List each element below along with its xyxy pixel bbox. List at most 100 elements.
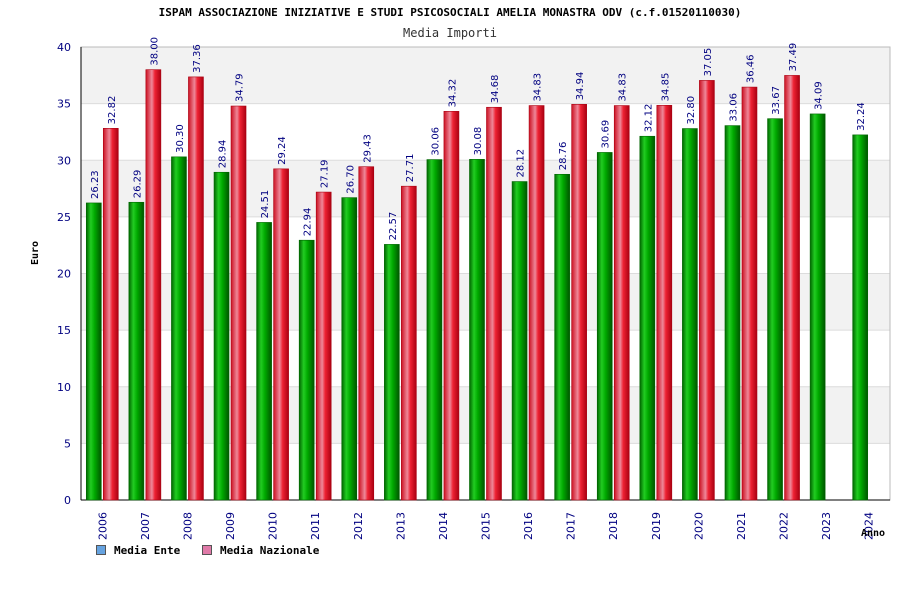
bar-media-ente [341,197,358,501]
data-label-media-nazionale: 34.79 [235,73,246,102]
data-label-media-nazionale: 27.19 [320,159,331,188]
bar-media-nazionale [358,166,375,501]
data-label-media-nazionale: 32.82 [107,96,118,125]
data-label-media-ente: 30.30 [175,124,186,153]
bar-media-ente [85,202,102,501]
y-axis-label: Euro [30,240,41,265]
data-label-media-nazionale: 34.94 [575,72,586,101]
bar-media-ente [724,125,741,501]
legend-swatch-media-nazionale [202,545,212,555]
x-tick-label: 2022 [778,512,791,540]
y-tick-label: 25 [57,211,71,224]
y-tick-label: 35 [57,98,71,111]
bar-media-ente [171,156,187,501]
data-label-media-nazionale: 34.85 [660,73,671,102]
x-tick-label: 2007 [139,512,152,540]
data-label-media-ente: 22.57 [388,212,399,241]
data-label-media-ente: 24.51 [260,190,271,219]
data-label-media-ente: 28.76 [558,142,569,171]
bar-media-nazionale [102,128,119,501]
x-tick-label: 2017 [565,512,578,540]
x-tick-label: 2018 [607,512,620,540]
data-label-media-nazionale: 34.32 [447,79,458,108]
bar-media-ente [682,128,698,501]
bar-media-nazionale [486,106,502,501]
data-label-media-nazionale: 38.00 [149,37,160,66]
x-tick-label: 2024 [863,512,876,540]
x-tick-label: 2021 [735,512,748,540]
bar-media-nazionale [613,105,630,501]
bar-media-nazionale [443,111,460,501]
bar-media-ente [554,173,570,501]
bar-media-nazionale [699,80,715,501]
bar-media-ente [298,239,315,501]
y-tick-label: 15 [57,324,71,337]
bar-media-nazionale [656,105,673,501]
bar-media-nazionale [315,191,332,501]
legend-item-media-ente: Media Ente [96,543,180,557]
x-tick-label: 2009 [224,512,237,540]
data-label-media-nazionale: 37.36 [192,44,203,73]
legend-label-media-ente: Media Ente [114,543,181,557]
data-label-media-nazionale: 29.24 [277,136,288,165]
x-tick-label: 2008 [181,512,194,540]
bar-media-nazionale [528,105,545,501]
x-tick-label: 2016 [522,512,535,540]
bar-media-nazionale [230,105,247,501]
x-tick-label: 2015 [480,512,493,540]
x-tick-label: 2013 [394,512,407,540]
x-axis-label: Anno [861,528,886,539]
data-label-media-ente: 34.09 [814,81,825,110]
data-label-media-ente: 26.70 [345,165,356,194]
data-label-media-ente: 32.24 [856,102,867,131]
bar-media-ente [384,244,400,501]
data-label-media-ente: 32.80 [686,96,697,125]
data-label-media-ente: 33.06 [728,93,739,122]
data-label-media-ente: 30.69 [601,120,612,149]
data-label-media-ente: 22.94 [303,208,314,237]
data-label-media-nazionale: 27.71 [405,154,416,183]
data-label-media-nazionale: 37.05 [703,48,714,77]
bar-media-ente [596,152,613,501]
y-tick-label: 40 [57,41,71,54]
bar-media-nazionale [401,185,417,501]
bar-media-ente [809,113,826,501]
x-tick-label: 2019 [650,512,663,540]
y-tick-label: 5 [64,437,71,450]
bar-media-ente [469,159,485,501]
legend-item-media-nazionale: Media Nazionale [202,543,319,557]
data-label-media-nazionale: 34.83 [618,73,629,102]
data-label-media-nazionale: 36.46 [745,54,756,83]
bar-media-ente [639,135,656,501]
chart-title: ISPAM ASSOCIAZIONE INIZIATIVE E STUDI PS… [158,6,742,19]
bar-media-ente [256,222,272,501]
data-label-media-nazionale: 29.43 [362,134,373,163]
data-label-media-ente: 28.94 [218,140,229,169]
data-label-media-ente: 30.06 [430,127,441,156]
x-tick-label: 2011 [309,512,322,540]
data-label-media-ente: 26.29 [132,170,143,199]
bar-media-ente [511,181,528,501]
x-tick-label: 2020 [692,512,705,540]
bar-media-nazionale [741,86,758,501]
x-tick-label: 2023 [820,512,833,540]
y-tick-label: 10 [57,381,71,394]
legend-label-media-nazionale: Media Nazionale [220,543,320,557]
bar-media-ente [426,159,443,501]
bar-media-ente [767,118,783,501]
data-label-media-ente: 32.12 [643,104,654,133]
bar-media-ente [852,134,869,501]
data-label-media-ente: 28.12 [516,149,527,178]
x-tick-label: 2012 [352,512,365,540]
data-label-media-nazionale: 34.83 [533,73,544,102]
bar-media-nazionale [188,76,204,501]
data-label-media-nazionale: 37.49 [788,43,799,72]
data-label-media-nazionale: 34.68 [490,75,501,104]
x-tick-label: 2014 [437,512,450,540]
chart-subtitle: Media Importi [403,26,497,40]
y-tick-label: 20 [57,268,71,281]
x-tick-label: 2006 [96,512,109,540]
y-tick-label: 30 [57,154,71,167]
bar-media-ente [213,171,230,501]
